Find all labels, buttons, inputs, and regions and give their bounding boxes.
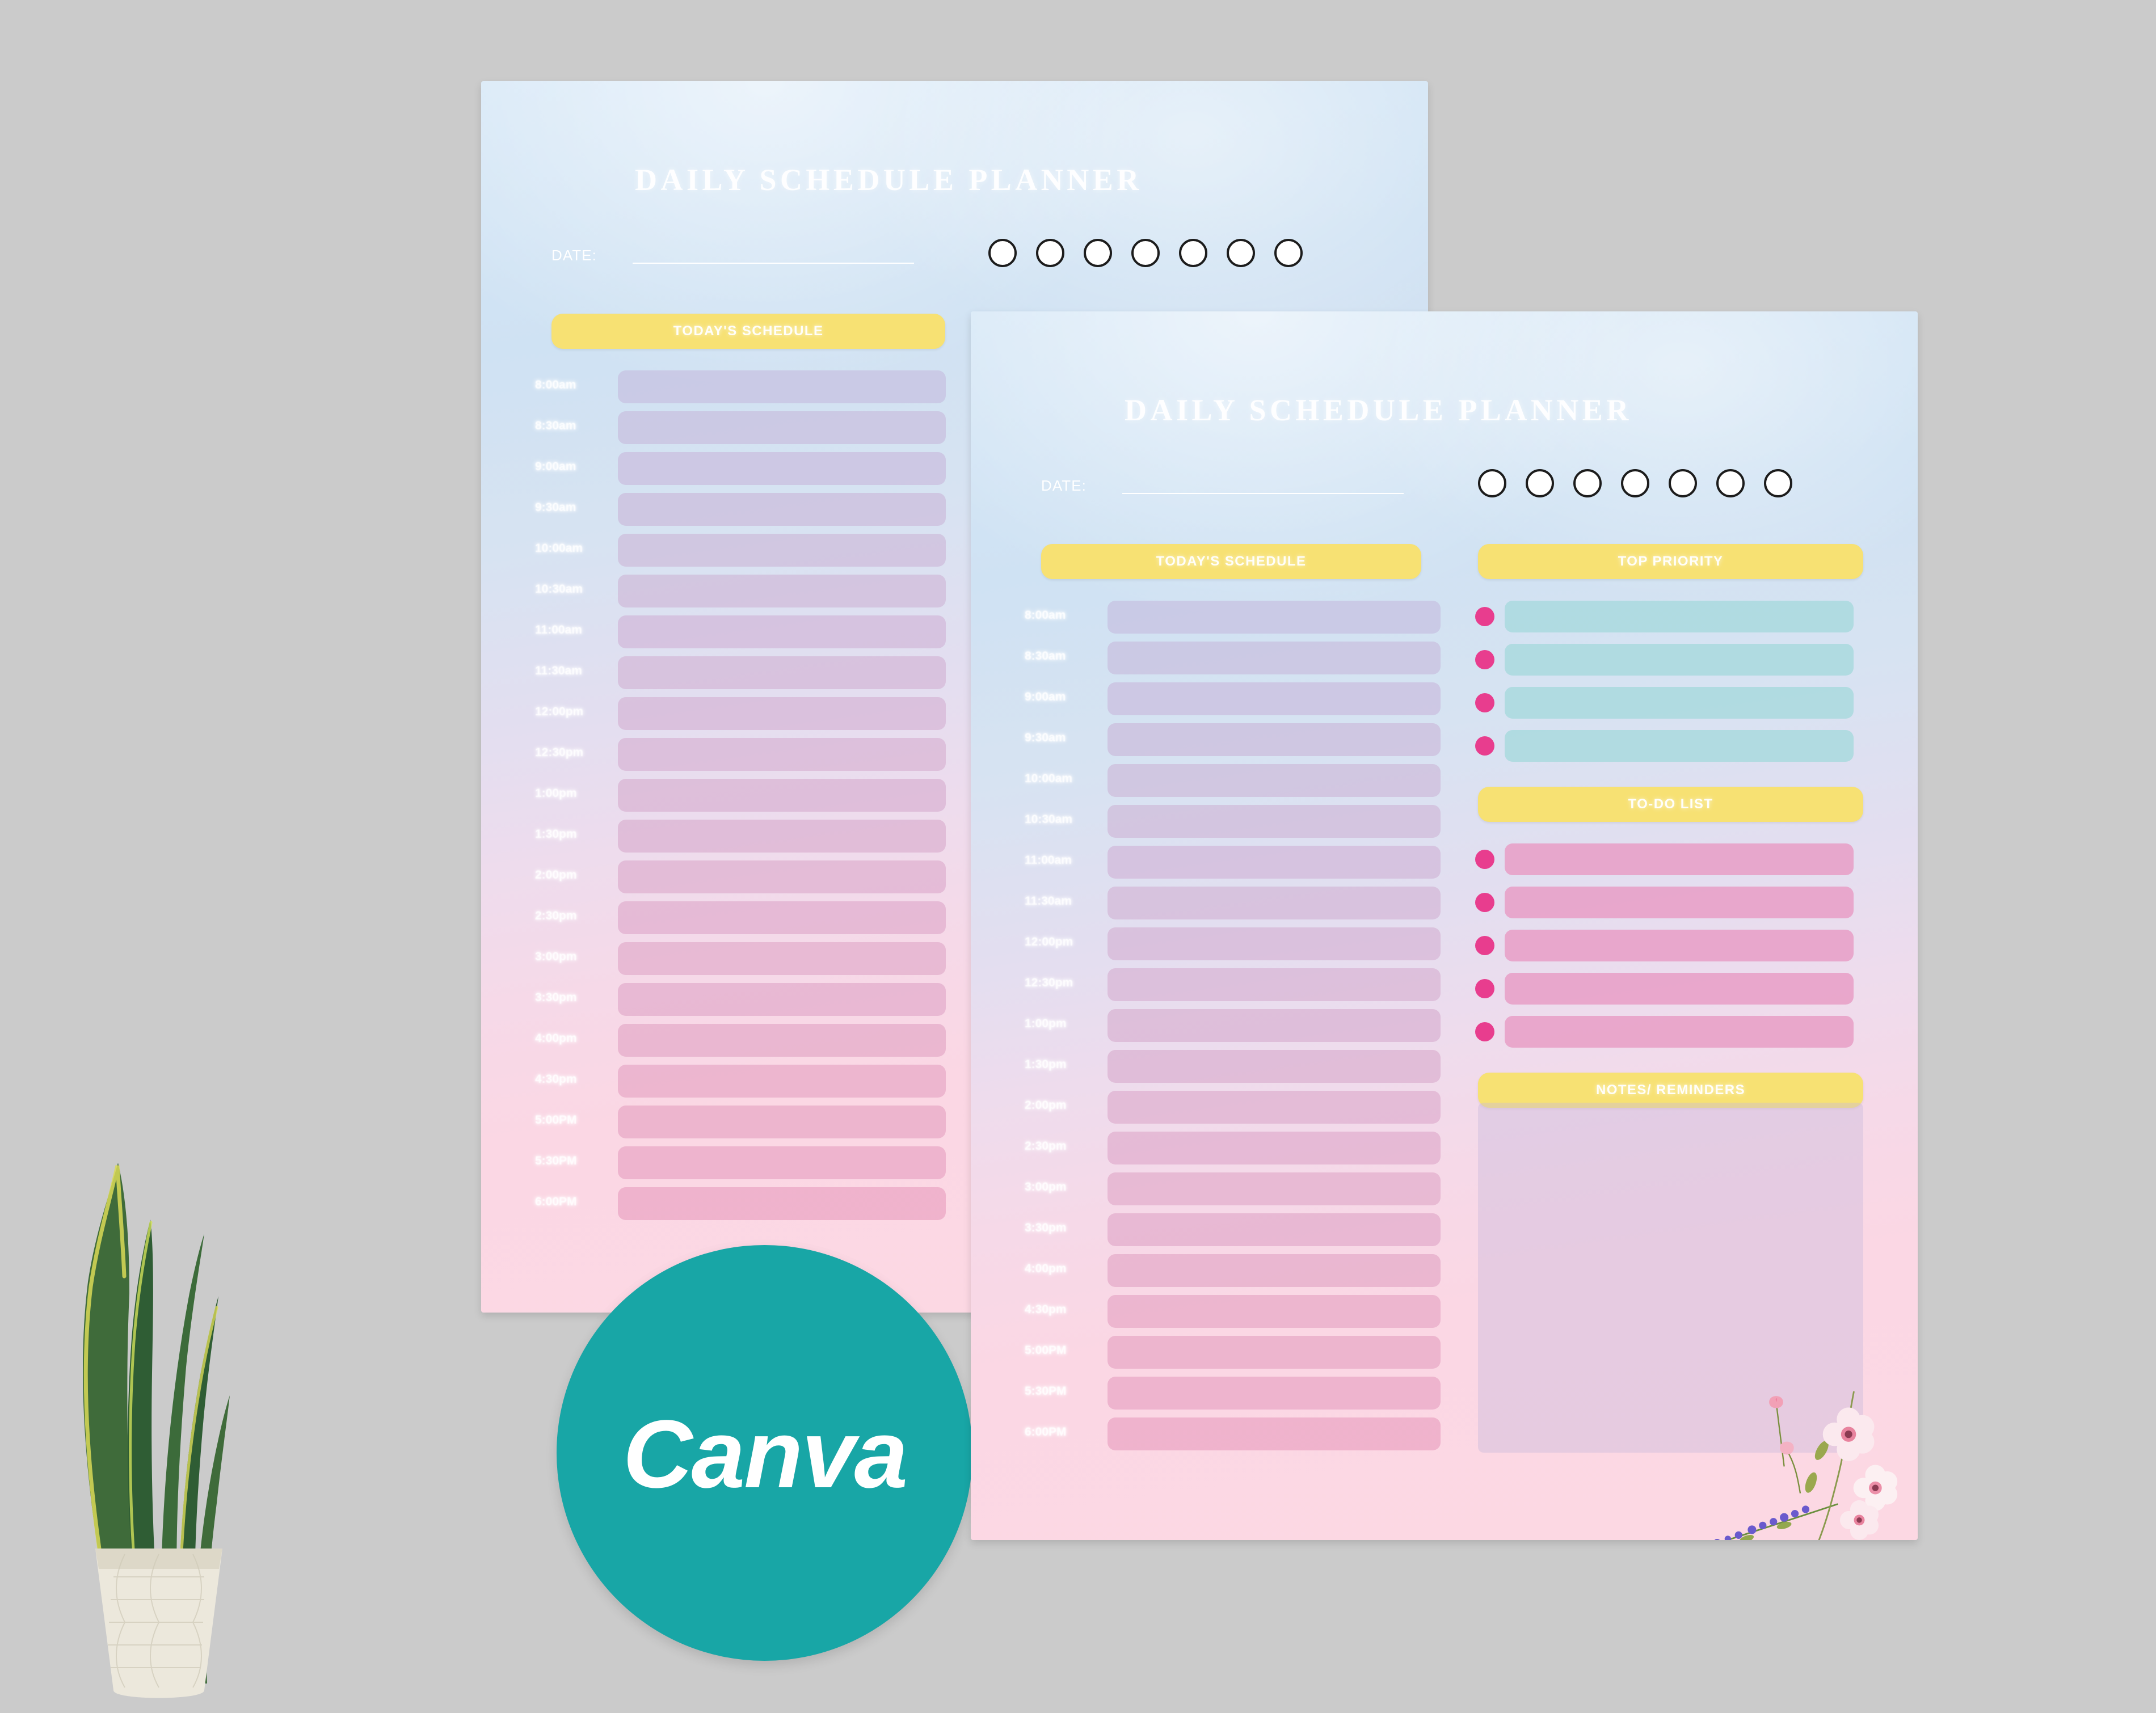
svg-text:Canva: Canva	[622, 1400, 906, 1508]
